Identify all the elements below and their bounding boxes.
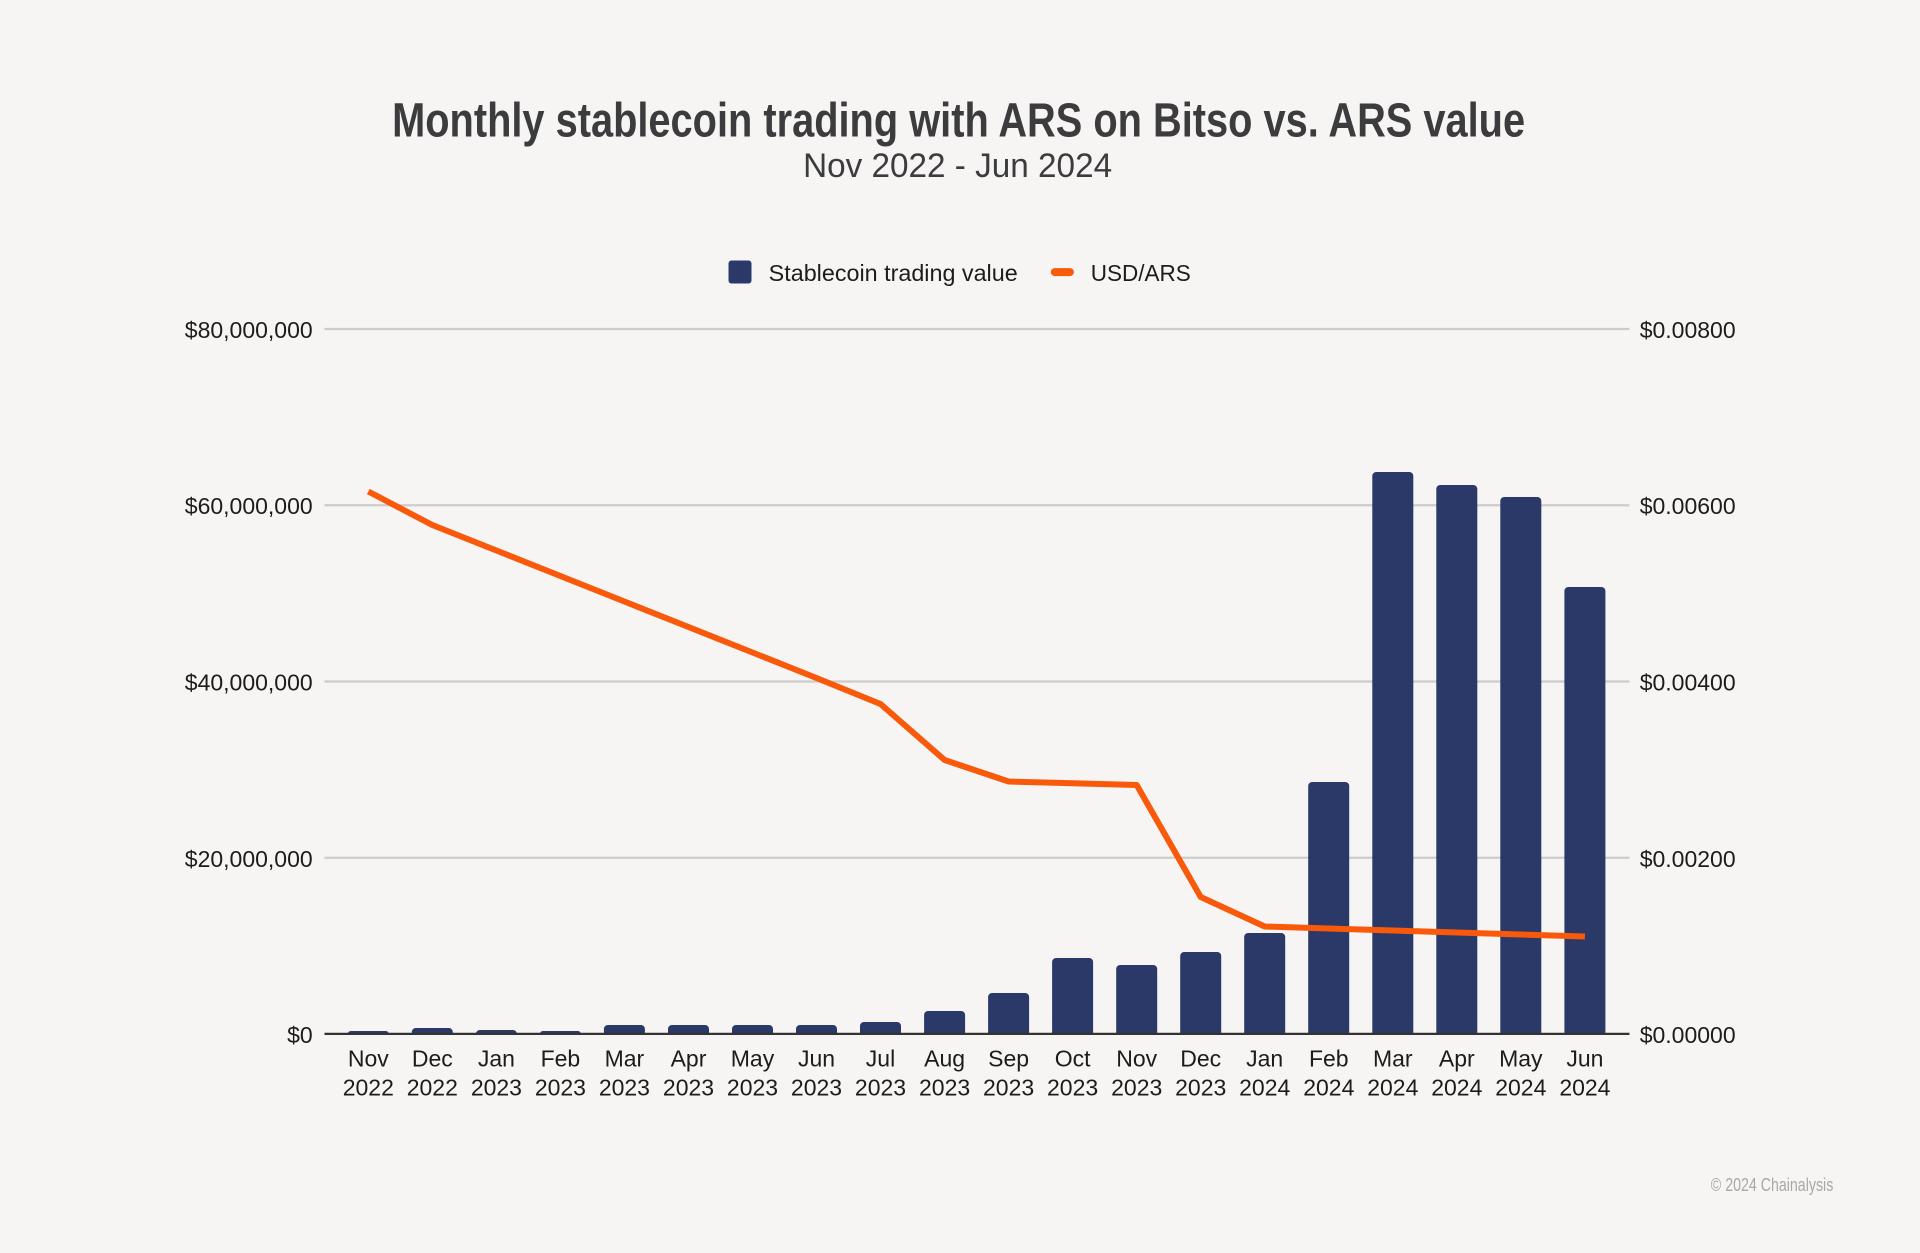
svg-text:$0.00400: $0.00400 <box>1640 670 1736 696</box>
svg-text:2023: 2023 <box>983 1075 1034 1101</box>
svg-text:Aug: Aug <box>924 1046 965 1072</box>
svg-text:USD/ARS: USD/ARS <box>1091 260 1191 286</box>
svg-text:Jan: Jan <box>478 1046 515 1072</box>
svg-text:2023: 2023 <box>1047 1075 1098 1101</box>
svg-text:$0.00800: $0.00800 <box>1640 317 1736 343</box>
svg-text:2023: 2023 <box>535 1075 586 1101</box>
svg-text:$0: $0 <box>287 1022 313 1048</box>
svg-text:May: May <box>731 1046 775 1072</box>
svg-text:2023: 2023 <box>791 1075 842 1101</box>
svg-text:Nov: Nov <box>1116 1046 1157 1072</box>
svg-text:Stablecoin trading value: Stablecoin trading value <box>769 260 1018 286</box>
svg-text:Jun: Jun <box>798 1046 835 1072</box>
svg-text:2023: 2023 <box>471 1075 522 1101</box>
svg-text:$0.00600: $0.00600 <box>1640 493 1736 519</box>
svg-text:Apr: Apr <box>671 1046 707 1072</box>
svg-text:Sep: Sep <box>988 1046 1029 1072</box>
svg-text:Nov: Nov <box>348 1046 389 1072</box>
svg-text:$0.00200: $0.00200 <box>1640 846 1736 872</box>
svg-text:Nov 2022 - Jun 2024: Nov 2022 - Jun 2024 <box>803 147 1112 185</box>
svg-text:2024: 2024 <box>1559 1075 1610 1101</box>
svg-text:2024: 2024 <box>1495 1075 1546 1101</box>
svg-text:Jul: Jul <box>866 1046 895 1072</box>
svg-text:2023: 2023 <box>663 1075 714 1101</box>
svg-text:2023: 2023 <box>855 1075 906 1101</box>
svg-text:2023: 2023 <box>1175 1075 1226 1101</box>
svg-text:$40,000,000: $40,000,000 <box>185 670 313 696</box>
svg-text:Dec: Dec <box>1180 1046 1221 1072</box>
svg-text:2024: 2024 <box>1367 1075 1418 1101</box>
svg-text:$60,000,000: $60,000,000 <box>185 493 313 519</box>
svg-text:$20,000,000: $20,000,000 <box>185 846 313 872</box>
svg-text:Mar: Mar <box>605 1046 645 1072</box>
svg-text:Mar: Mar <box>1373 1046 1413 1072</box>
svg-text:Monthly stablecoin trading wit: Monthly stablecoin trading with ARS on B… <box>392 94 1525 147</box>
svg-text:2023: 2023 <box>727 1075 778 1101</box>
svg-text:Oct: Oct <box>1055 1046 1091 1072</box>
svg-text:2022: 2022 <box>407 1075 458 1101</box>
svg-text:2024: 2024 <box>1239 1075 1290 1101</box>
svg-text:Apr: Apr <box>1439 1046 1475 1072</box>
svg-text:$80,000,000: $80,000,000 <box>185 317 313 343</box>
svg-text:Feb: Feb <box>541 1046 581 1072</box>
svg-text:Feb: Feb <box>1309 1046 1349 1072</box>
svg-text:2023: 2023 <box>919 1075 970 1101</box>
svg-text:May: May <box>1499 1046 1543 1072</box>
svg-text:© 2024 Chainalysis: © 2024 Chainalysis <box>1711 1174 1834 1195</box>
svg-text:2022: 2022 <box>343 1075 394 1101</box>
svg-text:Jan: Jan <box>1246 1046 1283 1072</box>
svg-text:2024: 2024 <box>1431 1075 1482 1101</box>
svg-text:2024: 2024 <box>1303 1075 1354 1101</box>
svg-text:2023: 2023 <box>599 1075 650 1101</box>
svg-text:Dec: Dec <box>412 1046 453 1072</box>
svg-text:$0.00000: $0.00000 <box>1640 1022 1736 1048</box>
svg-text:Jun: Jun <box>1566 1046 1603 1072</box>
svg-text:2023: 2023 <box>1111 1075 1162 1101</box>
